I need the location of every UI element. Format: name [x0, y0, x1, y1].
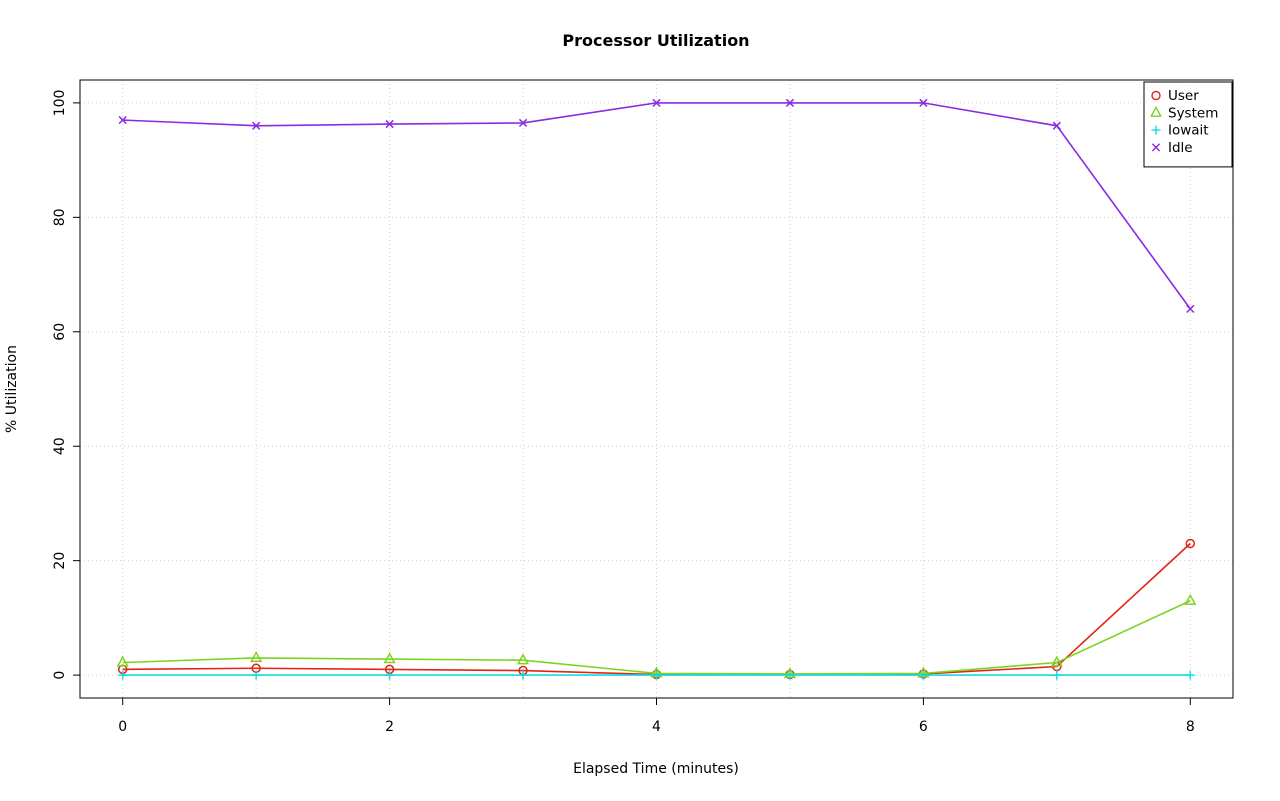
plus-marker-icon: [1185, 670, 1195, 680]
y-tick-label: 100: [52, 90, 68, 117]
plus-marker-icon: [385, 670, 395, 680]
x-tick-label: 4: [652, 719, 661, 735]
series-iowait: [118, 670, 1195, 680]
plus-marker-icon: [918, 670, 928, 680]
x-marker-icon: [1151, 143, 1161, 152]
y-tick-label: 80: [52, 208, 68, 226]
legend-label-iowait: Iowait: [1168, 123, 1209, 139]
x-marker-icon: [785, 98, 795, 108]
triangle-marker-icon: [1184, 593, 1197, 605]
triangle-marker-icon: [250, 650, 263, 663]
x-marker-icon: [118, 115, 127, 125]
x-tick-label: 2: [385, 719, 394, 735]
series-system-line: [122, 599, 1191, 675]
y-tick-label: 20: [52, 552, 68, 570]
legend-label-system: System: [1168, 105, 1218, 121]
plus-marker-icon: [652, 670, 661, 680]
x-tick-label: 6: [919, 719, 928, 735]
y-axis-label: % Utilization: [4, 345, 20, 433]
x-marker-icon: [652, 98, 661, 108]
circle-marker-icon: [1151, 90, 1161, 101]
plus-marker-icon: [1052, 670, 1062, 680]
x-marker-icon: [1186, 304, 1195, 314]
y-tick-label: 0: [52, 671, 68, 680]
triangle-marker-icon: [383, 652, 396, 664]
triangle-marker-icon: [1050, 655, 1063, 667]
x-marker-icon: [252, 121, 261, 130]
plus-marker-icon: [251, 670, 261, 680]
x-marker-icon: [919, 98, 928, 108]
series-idle: [118, 98, 1195, 314]
plus-marker-icon: [1151, 125, 1161, 135]
legend-box: [1143, 81, 1233, 168]
y-tick-label: 40: [52, 437, 68, 455]
x-marker-icon: [518, 118, 528, 128]
plus-marker-icon: [118, 670, 128, 680]
x-marker-icon: [385, 119, 394, 129]
series-idle-line: [122, 102, 1191, 310]
x-axis-label: Elapsed Time (minutes): [573, 761, 739, 777]
y-tick-label: 60: [52, 323, 68, 341]
series-user-line: [122, 542, 1191, 676]
legend-label-idle: Idle: [1168, 140, 1193, 156]
triangle-marker-icon: [516, 653, 530, 665]
chart-title: Processor Utilization: [562, 31, 749, 50]
x-marker-icon: [1052, 121, 1061, 130]
x-tick-label: 8: [1186, 719, 1195, 735]
grid: [80, 80, 1233, 698]
y-axis: 0 20 40 60 80 100: [52, 90, 80, 680]
plus-marker-icon: [518, 670, 528, 680]
plus-marker-icon: [785, 670, 795, 680]
legend-label-user: User: [1168, 88, 1199, 104]
x-axis: 0 2 4 6 8: [118, 698, 1195, 735]
triangle-marker-icon: [1150, 105, 1162, 117]
x-tick-label: 0: [118, 719, 127, 735]
triangle-marker-icon: [116, 655, 129, 667]
circle-marker-icon: [1185, 538, 1196, 549]
